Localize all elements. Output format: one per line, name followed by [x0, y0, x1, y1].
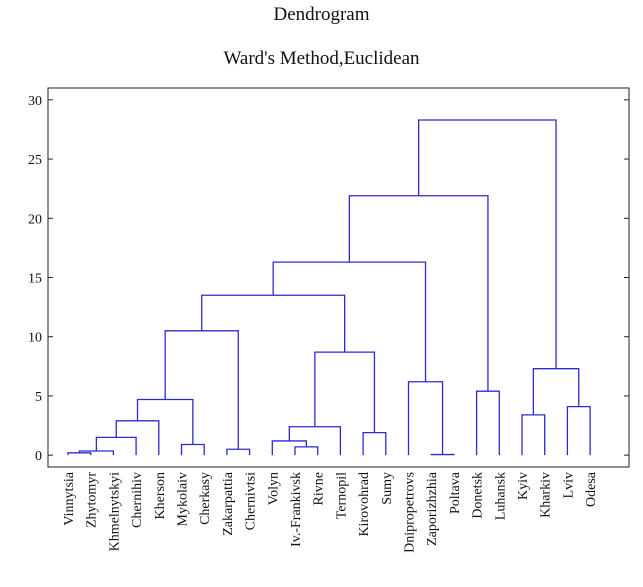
y-tick-label: 15 — [28, 272, 42, 287]
leaf-label: Vinnytsia — [62, 471, 77, 525]
dendrogram-link — [272, 261, 427, 382]
dendrogram-link — [95, 436, 137, 456]
dendrogram-link — [294, 446, 319, 456]
dendrogram-link — [418, 119, 557, 369]
leaf-label: Kherson — [153, 472, 168, 519]
chart-subtitle: Ward's Method,Euclidean — [223, 48, 420, 69]
dendrogram-link — [271, 440, 307, 456]
y-tick-label: 10 — [28, 331, 42, 346]
y-tick-label: 20 — [28, 212, 42, 227]
leaf-label: Mykolaiv — [176, 472, 191, 526]
leaf-label: Zaporizhzhia — [425, 471, 440, 546]
leaf-label: Cherkasy — [198, 472, 213, 525]
chart-title: Dendrogram — [273, 4, 370, 25]
dendrogram-link — [78, 450, 115, 456]
leaf-label: Volyn — [266, 472, 281, 505]
dendrogram-link — [566, 405, 591, 456]
dendrogram-link — [407, 381, 444, 456]
dendrogram-link — [475, 390, 500, 456]
plot-frame — [47, 87, 630, 468]
dendrogram-link — [67, 452, 92, 456]
dendrogram-link — [532, 368, 580, 415]
leaf-label: Sumy — [380, 472, 395, 505]
leaf-label: Chernihiv — [130, 472, 145, 528]
leaf-label: Odesa — [584, 471, 599, 507]
leaf-label: Ternopil — [334, 472, 349, 519]
y-tick-label: 25 — [28, 153, 42, 168]
dendrogram-link — [201, 294, 346, 353]
leaf-label: Kirovohrad — [357, 472, 372, 537]
leaf-label: Luhansk — [493, 472, 508, 520]
y-tick-label: 0 — [35, 449, 42, 464]
leaf-label: Kharkiv — [539, 472, 554, 518]
y-tick-label: 5 — [35, 390, 42, 405]
dendrogram-link — [430, 453, 455, 456]
dendrogram-link — [348, 195, 489, 392]
leaf-label: Dnipropetrovs — [403, 472, 418, 553]
dendrogram-link — [164, 330, 239, 450]
leaf-label: Khmelnytskyi — [107, 472, 122, 551]
dendrogram-link — [521, 414, 546, 456]
leaf-label: Donetsk — [471, 472, 486, 519]
leaf-label: Kyiv — [516, 472, 531, 500]
leaf-label: Iv.-Frankivsk — [289, 472, 304, 547]
dendrogram-link — [226, 448, 251, 456]
dendrogram-link — [314, 351, 376, 433]
leaf-label: Poltava — [448, 471, 463, 514]
leaf-label: Zhytomyr — [85, 472, 100, 528]
dendrogram-link — [136, 398, 194, 445]
leaf-label: Rivne — [312, 472, 327, 505]
leaf-labels: Vinnytsia Zhytomyr Khmelnytskyi Chernihiv Kh… — [62, 471, 599, 553]
dendrogram-link — [362, 432, 387, 456]
y-axis: 0 5 10 15 20 25 30 — [28, 94, 629, 464]
dendrogram-link — [180, 443, 205, 456]
dendrogram-links — [67, 119, 591, 456]
leaf-label: Lviv — [561, 472, 576, 498]
y-tick-label: 30 — [28, 94, 42, 109]
leaf-label: Zakarpattia — [221, 471, 236, 536]
leaf-label: Chernivtsi — [244, 472, 259, 530]
